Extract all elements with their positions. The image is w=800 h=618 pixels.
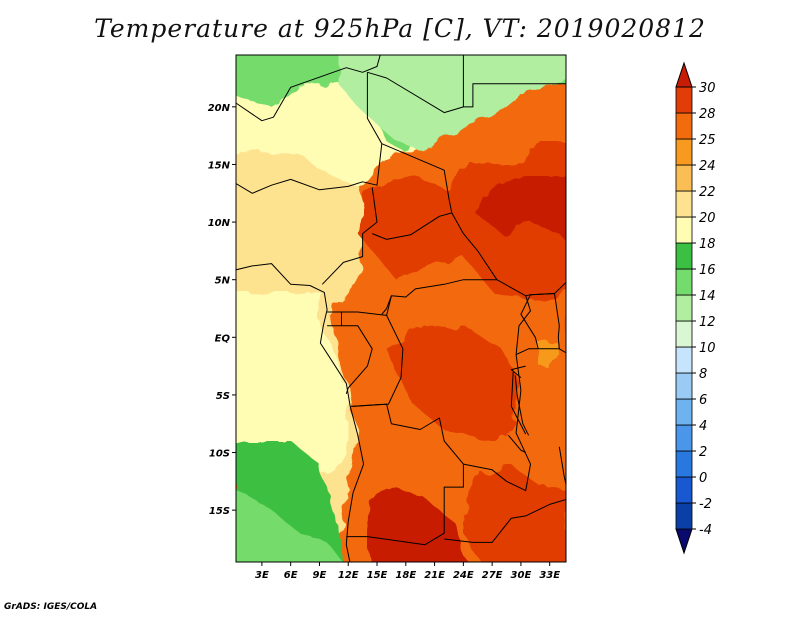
y-tick-label: 20N [208,103,231,114]
x-tick-label: 3E [255,570,269,581]
colorbar-label: 16 [699,263,716,278]
colorbar-label: -4 [699,523,712,538]
x-axis: 3E 6E 9E 12E 15E 18E 21E 24E 27E 30E 33E [255,562,560,581]
x-tick-label: 27E [482,570,503,581]
map-frame [235,54,567,563]
border-line [381,279,497,315]
x-tick-label: 30E [511,570,532,581]
colorbar-label: 28 [699,107,716,122]
colorbar-segment [675,346,693,374]
colorbar-label: 22 [699,185,716,200]
y-tick-label: 10S [209,449,230,460]
x-tick-label: 33E [539,570,560,581]
colorbar-label: 25 [699,133,716,148]
colorbar-segment [675,164,693,192]
x-tick-label: 21E [424,570,445,581]
zone-hot-congo [386,325,521,441]
colorbar-label: 2 [699,445,707,460]
x-tick-label: 6E [284,570,298,581]
colorbar-segment [675,268,693,296]
colorbar-label: -2 [699,497,712,512]
colorbar-segment [675,86,693,114]
x-tick-label: 12E [338,570,359,581]
colorbar-segment [675,502,693,530]
zone-southwest-light [236,488,344,562]
zone-lake-victoria [536,339,560,370]
border-line [321,187,378,285]
y-tick-label: 5S [216,391,230,402]
zone-hot-east [472,176,566,242]
colorbar-label: 18 [699,237,716,252]
colorbar-segment [675,320,693,348]
border-line [463,295,531,492]
x-tick-label: 24E [453,570,474,581]
colorbar-segment [675,112,693,140]
border-line [327,295,392,316]
border-line [236,72,383,194]
colorbar-segment [675,216,693,244]
colorbar-label: 4 [699,419,707,434]
border-line [510,365,526,378]
colorbar-segment [675,476,693,504]
colorbar-label: 8 [699,367,707,382]
colorbar-segment [675,294,693,322]
lake-outline [508,434,526,453]
y-tick-label: 15S [209,506,230,517]
border-line [520,293,560,349]
colorbar-label: 10 [699,341,716,356]
lake-outline [558,446,566,488]
colorbar-label: 30 [699,81,716,96]
border-line [341,312,373,394]
x-tick-label: 9E [313,570,327,581]
lake-outline [514,375,530,436]
border-line [367,55,464,114]
x-tick-label: 15E [367,570,388,581]
colorbar-segment [675,190,693,218]
colorbar-segment [675,242,693,270]
colorbar-segment [675,424,693,452]
colorbar-segment [675,372,693,400]
colorbar-label: 12 [699,315,716,330]
colorbar-segment [675,398,693,426]
zone-hot-southeast [463,464,566,562]
chart-title: Temperature at 925hPa [C], VT: 201902081… [94,14,706,43]
zone-sahara-light [338,55,566,153]
border-line [510,371,527,435]
zone-northwest-green [236,55,327,107]
colorbar-label: 0 [699,471,707,486]
colorbar-label: 14 [699,289,716,304]
colorbar-segment [675,450,693,478]
temperature-field [236,55,566,562]
zone-hot-south [367,487,469,562]
colorbar-segment [675,138,693,166]
x-tick-label: 18E [395,570,416,581]
border-line [236,55,381,122]
colorbar-label: 20 [699,211,716,226]
credit-label: GrADS: IGES/COLA [4,602,98,612]
colorbar-label: 6 [699,393,707,408]
zone-ocean-pale [236,291,349,476]
colorbar-label: 24 [699,159,716,174]
border-line [463,83,566,108]
y-tick-label: 10N [208,218,231,229]
border-line [236,263,365,562]
y-tick-label: 5N [215,276,231,287]
colorbar-low-arrow [675,528,693,555]
border-line [381,143,453,213]
border-line [444,498,566,543]
y-axis: 20N 15N 10N 5N EQ 5S 10S 15S [208,103,236,517]
y-tick-label: EQ [215,333,231,344]
colorbar-high-arrow [675,61,693,88]
country-borders [236,55,566,562]
y-tick-label: 15N [208,160,231,171]
